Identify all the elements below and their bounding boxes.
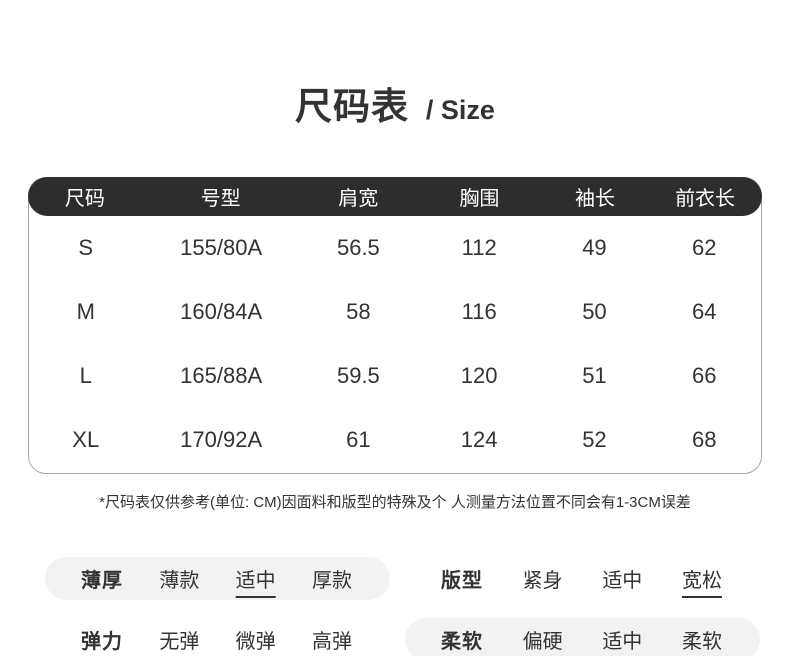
table-row-l: L 165/88A 59.5 120 51 66 [29, 344, 761, 408]
table-cell: 58 [346, 299, 371, 324]
attr-option: 宽松 [681, 570, 722, 592]
table-cell: 59.5 [336, 363, 380, 388]
size-table-body: S 155/80A 56.5 112 49 62 M 160/84A 58 11… [29, 216, 761, 473]
attr-option: 厚款 [311, 570, 352, 592]
header-cell-shoulder-width: 肩宽 [338, 188, 379, 210]
table-cell: 50 [582, 299, 607, 324]
table-cell: M [76, 299, 95, 324]
table-cell: S [78, 235, 94, 260]
header-cell-size: 尺码 [64, 188, 105, 210]
table-cell: 165/88A [180, 363, 263, 388]
attr-option: 高弹 [311, 631, 352, 653]
table-cell: 66 [691, 363, 717, 388]
attr-option: 无弹 [159, 631, 200, 653]
table-row-m: M 160/84A 58 116 50 64 [29, 280, 761, 344]
page-title: 尺码表 / Size [0, 86, 790, 131]
attr-option: 适中 [602, 631, 643, 653]
header-cell-model: 号型 [200, 188, 241, 210]
attr-option: 适中 [602, 570, 643, 592]
page-title-en: / Size [425, 95, 495, 125]
table-cell: 64 [691, 299, 717, 324]
table-cell: 112 [461, 235, 497, 260]
attr-label-fit: 版型 [441, 570, 483, 592]
attr-option: 适中 [235, 570, 276, 592]
header-cell-sleeve-length: 袖长 [574, 188, 615, 210]
size-table-header-row: 尺码 号型 肩宽 胸围 袖长 前衣长 [28, 177, 762, 216]
table-cell: 160/84A [180, 299, 263, 324]
table-cell: 120 [460, 363, 498, 388]
product-attributes: 薄厚 薄款 适中 厚款 版型 紧身 适中 宽松 弹力 无弹 微弹 高弹 柔软 偏… [45, 557, 760, 656]
table-cell: 155/80A [180, 235, 263, 260]
table-cell: 61 [346, 427, 371, 452]
attr-option: 偏硬 [522, 631, 563, 653]
table-cell: 170/92A [180, 427, 263, 452]
attr-group-stretch: 弹力 无弹 微弹 高弹 [45, 618, 390, 656]
attr-group-thickness: 薄厚 薄款 适中 厚款 [45, 557, 390, 600]
attr-group-fit: 版型 紧身 适中 宽松 [405, 557, 760, 600]
attr-option: 柔软 [681, 631, 722, 653]
header-cell-bust: 胸围 [459, 188, 500, 210]
table-cell: XL [72, 427, 100, 452]
table-row-s: S 155/80A 56.5 112 49 62 [29, 216, 761, 280]
attr-option: 微弹 [235, 631, 276, 653]
table-cell: 49 [582, 235, 607, 260]
attr-group-softness: 柔软 偏硬 适中 柔软 [405, 618, 760, 656]
header-cell-front-length: 前衣长 [675, 188, 736, 210]
table-cell: 62 [691, 235, 717, 260]
table-cell: 124 [460, 427, 498, 452]
attr-label-softness: 柔软 [441, 631, 483, 653]
table-cell: L [79, 363, 92, 388]
attr-label-stretch: 弹力 [81, 631, 123, 653]
table-cell: 52 [582, 427, 607, 452]
attr-option: 薄款 [159, 570, 200, 592]
table-cell: 116 [461, 299, 497, 324]
table-cell: 68 [691, 427, 717, 452]
attr-option: 紧身 [522, 570, 563, 592]
page-title-zh: 尺码表 [295, 86, 410, 127]
size-table-disclaimer: *尺码表仅供参考(单位: CM)因面料和版型的特殊及个 人测量方法位置不同会有1… [99, 494, 691, 511]
size-table: 尺码 号型 肩宽 胸围 袖长 前衣长 S 155/80A 56.5 112 49… [28, 177, 762, 474]
table-cell: 56.5 [336, 235, 380, 260]
table-row-xl: XL 170/92A 61 124 52 68 [29, 408, 761, 472]
table-cell: 51 [582, 363, 607, 388]
attr-label-thickness: 薄厚 [81, 570, 123, 592]
